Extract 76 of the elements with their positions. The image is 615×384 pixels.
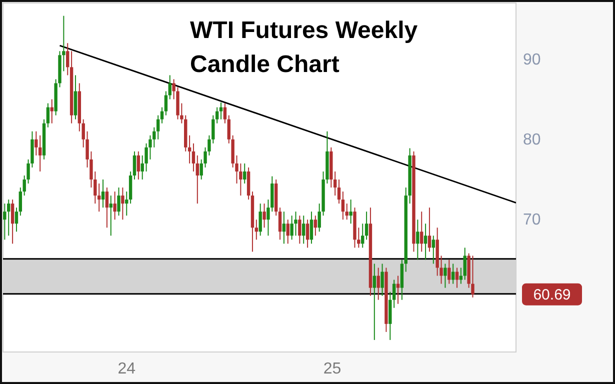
candlestick: [160, 106, 164, 124]
x-tick-label: 25: [323, 360, 342, 378]
candlestick: [282, 211, 286, 244]
candlestick: [168, 74, 172, 100]
candlestick: [416, 219, 420, 260]
candlestick: [125, 191, 128, 216]
candlestick: [3, 203, 6, 240]
candlestick: [113, 191, 116, 220]
candlestick: [164, 90, 168, 116]
candlestick: [432, 235, 436, 264]
candlestick: [132, 150, 136, 180]
candlestick: [254, 219, 258, 240]
candlestick: [333, 170, 337, 196]
candlestick: [302, 215, 306, 244]
candlestick: [349, 199, 352, 224]
candlestick: [196, 154, 200, 204]
candlestick: [97, 183, 101, 212]
candlestick: [444, 263, 447, 288]
candlestick: [105, 187, 109, 228]
candlestick: [101, 179, 105, 208]
candlestick: [152, 126, 156, 148]
candlestick: [121, 187, 124, 220]
y-tick-label: 80: [523, 132, 541, 149]
candlestick: [455, 267, 459, 288]
candlestick: [239, 162, 242, 196]
candlestick: [428, 207, 432, 252]
candlestick: [372, 263, 376, 340]
candlestick: [448, 259, 451, 284]
candlestick: [286, 219, 290, 244]
candlestick: [10, 199, 14, 244]
candlestick: [424, 223, 428, 260]
candlestick: [463, 247, 466, 280]
candlestick: [306, 219, 310, 248]
candlestick: [471, 255, 474, 298]
candlestick: [278, 207, 282, 240]
candlestick: [392, 279, 396, 308]
candlestick: [310, 211, 314, 244]
x-tick-label: 24: [118, 360, 136, 378]
candlestick: [420, 211, 424, 252]
candlestick: [188, 134, 192, 164]
candlestick: [364, 211, 368, 240]
y-tick-label: 90: [523, 51, 541, 68]
candlestick: [451, 263, 455, 284]
candlestick: [38, 134, 42, 172]
text: WTI Futures Weekly Candle Chart: [190, 17, 418, 78]
candlestick: [192, 142, 196, 172]
candlestick: [298, 215, 302, 244]
candlestick: [459, 267, 463, 284]
candlestick: [380, 263, 384, 296]
candlestick: [7, 199, 10, 236]
candlestick: [50, 98, 54, 124]
candlestick: [223, 102, 227, 124]
candlestick: [215, 106, 219, 124]
candlestick: [314, 215, 318, 236]
candlestick: [361, 223, 364, 248]
candlestick: [396, 275, 400, 304]
candlestick: [243, 162, 246, 184]
candlestick: [156, 114, 160, 140]
candlestick: [117, 187, 120, 216]
candlestick: [219, 102, 223, 120]
text: 60.69: [533, 286, 571, 304]
candlestick: [345, 203, 348, 220]
candlestick: [337, 179, 341, 204]
candlestick: [14, 207, 18, 232]
candlestick: [376, 267, 380, 300]
candlestick: [46, 102, 50, 128]
candlestick: [294, 211, 298, 236]
candlestick: [136, 150, 140, 180]
candlestick: [109, 195, 112, 236]
candlestick: [66, 42, 70, 76]
candlestick: [290, 215, 294, 240]
candlestick: [18, 187, 22, 216]
candlestick: [258, 203, 262, 236]
candlestick: [262, 203, 266, 228]
candlestick: [341, 191, 345, 220]
y-tick-label: 70: [523, 212, 541, 229]
